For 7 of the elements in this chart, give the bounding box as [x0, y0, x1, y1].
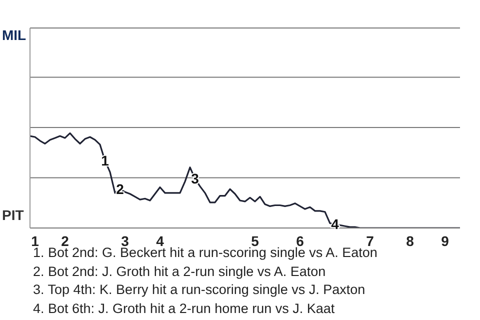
text: 2. Bot 2nd: J. Groth hit a 2-run single vs A. Eaton	[33, 262, 327, 281]
text: PIT	[2, 207, 24, 223]
x-tick-label: 8	[406, 232, 414, 249]
text: 3. Top 4th: K. Berry hit a run-scoring single vs J. Paxton	[33, 281, 366, 299]
text: MIL	[2, 27, 27, 43]
x-tick-label: 9	[441, 232, 450, 249]
text: 4. Bot 6th: J. Groth hit a 2-run home run vs J. Kaat	[33, 300, 336, 318]
